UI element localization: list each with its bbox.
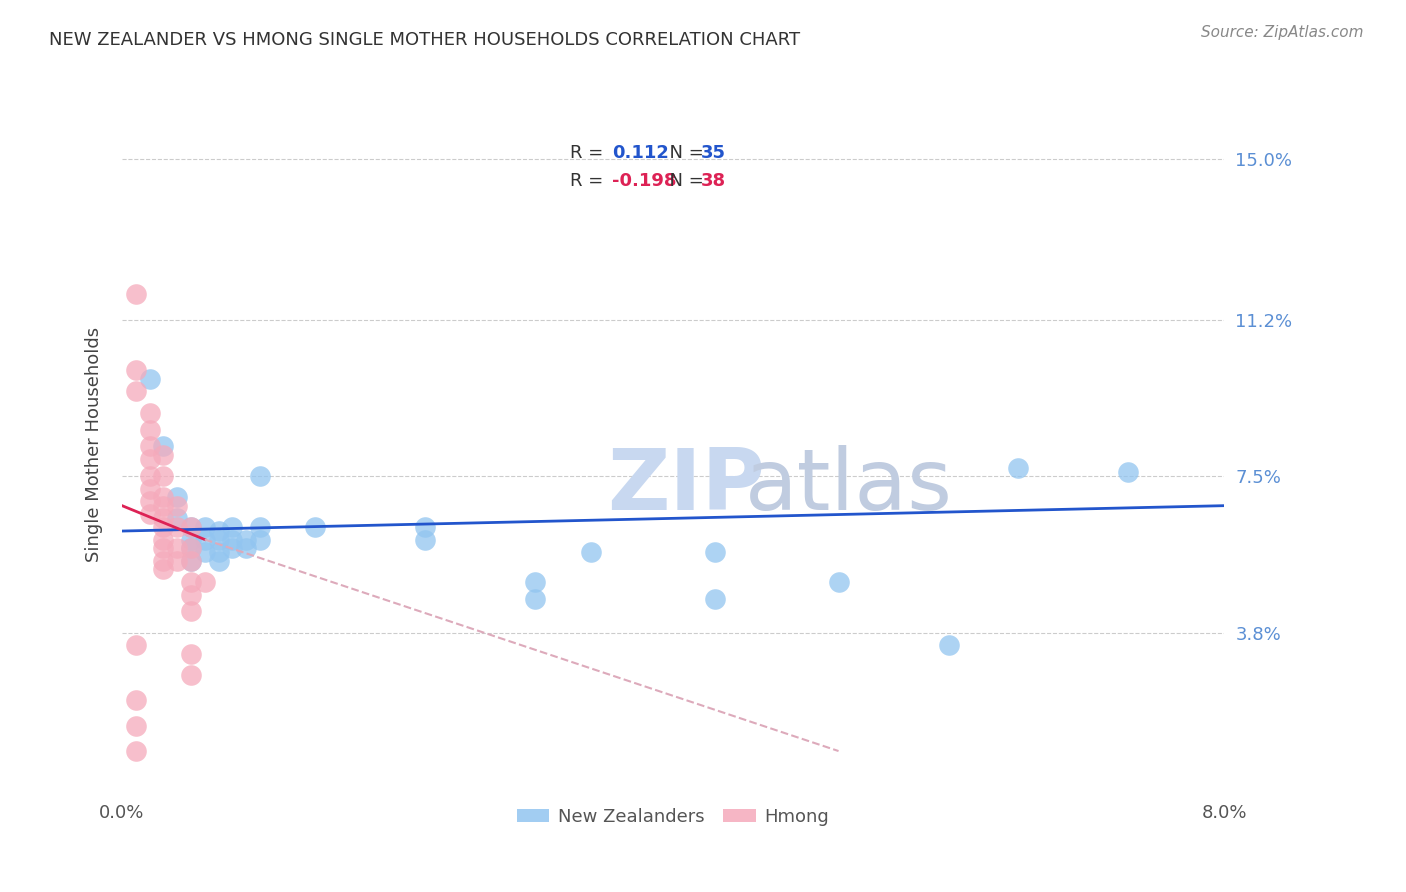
Point — [180, 541, 202, 555]
Point — [138, 423, 160, 437]
Point — [125, 384, 148, 399]
Point — [579, 545, 602, 559]
Point — [152, 520, 174, 534]
Point — [194, 545, 217, 559]
Point — [166, 541, 188, 555]
Point — [249, 520, 271, 534]
Point — [152, 562, 174, 576]
Point — [180, 554, 202, 568]
Text: -0.198: -0.198 — [612, 172, 676, 190]
Point — [249, 533, 271, 547]
Point — [138, 482, 160, 496]
Text: R =: R = — [569, 145, 609, 162]
Y-axis label: Single Mother Households: Single Mother Households — [86, 326, 103, 562]
Text: R =: R = — [569, 172, 609, 190]
Text: NEW ZEALANDER VS HMONG SINGLE MOTHER HOUSEHOLDS CORRELATION CHART: NEW ZEALANDER VS HMONG SINGLE MOTHER HOU… — [49, 31, 800, 49]
Point — [703, 591, 725, 606]
Text: Source: ZipAtlas.com: Source: ZipAtlas.com — [1201, 25, 1364, 40]
Point — [180, 647, 202, 661]
Point — [180, 520, 202, 534]
Text: ZIP: ZIP — [607, 445, 765, 528]
Point — [1007, 460, 1029, 475]
Point — [138, 452, 160, 467]
Point — [166, 554, 188, 568]
Point — [180, 604, 202, 618]
Point — [194, 574, 217, 589]
Point — [524, 574, 547, 589]
Point — [152, 448, 174, 462]
Point — [125, 719, 148, 733]
Point — [938, 638, 960, 652]
Point — [138, 372, 160, 386]
Point — [221, 533, 243, 547]
Point — [221, 520, 243, 534]
Point — [1116, 465, 1139, 479]
Point — [703, 545, 725, 559]
Point — [152, 541, 174, 555]
Legend: New Zealanders, Hmong: New Zealanders, Hmong — [510, 801, 837, 833]
Point — [152, 511, 174, 525]
Point — [413, 533, 436, 547]
Point — [125, 744, 148, 758]
Point — [180, 668, 202, 682]
Text: 35: 35 — [700, 145, 725, 162]
Point — [166, 511, 188, 525]
Point — [152, 439, 174, 453]
Point — [138, 406, 160, 420]
Point — [207, 545, 229, 559]
Point — [180, 554, 202, 568]
Point — [152, 490, 174, 504]
Point — [304, 520, 326, 534]
Point — [524, 591, 547, 606]
Text: N =: N = — [658, 145, 710, 162]
Point — [152, 533, 174, 547]
Point — [249, 469, 271, 483]
Point — [221, 541, 243, 555]
Point — [125, 363, 148, 377]
Point — [138, 469, 160, 483]
Point — [194, 533, 217, 547]
Point — [125, 287, 148, 301]
Point — [138, 507, 160, 521]
Text: 0.112: 0.112 — [612, 145, 669, 162]
Point — [138, 494, 160, 508]
Point — [827, 574, 849, 589]
Point — [235, 541, 257, 555]
Point — [152, 499, 174, 513]
Point — [125, 693, 148, 707]
Point — [207, 533, 229, 547]
Text: atlas: atlas — [745, 445, 953, 528]
Point — [180, 574, 202, 589]
Point — [166, 490, 188, 504]
Point — [166, 520, 188, 534]
Point — [166, 499, 188, 513]
Point — [235, 533, 257, 547]
Point — [413, 520, 436, 534]
Point — [138, 439, 160, 453]
Point — [207, 524, 229, 538]
Point — [125, 638, 148, 652]
Point — [152, 554, 174, 568]
Text: N =: N = — [658, 172, 710, 190]
Point — [207, 554, 229, 568]
Point — [194, 520, 217, 534]
Point — [180, 541, 202, 555]
Point — [152, 469, 174, 483]
Point — [180, 587, 202, 601]
Point — [180, 520, 202, 534]
Point — [180, 533, 202, 547]
Text: 38: 38 — [700, 172, 725, 190]
